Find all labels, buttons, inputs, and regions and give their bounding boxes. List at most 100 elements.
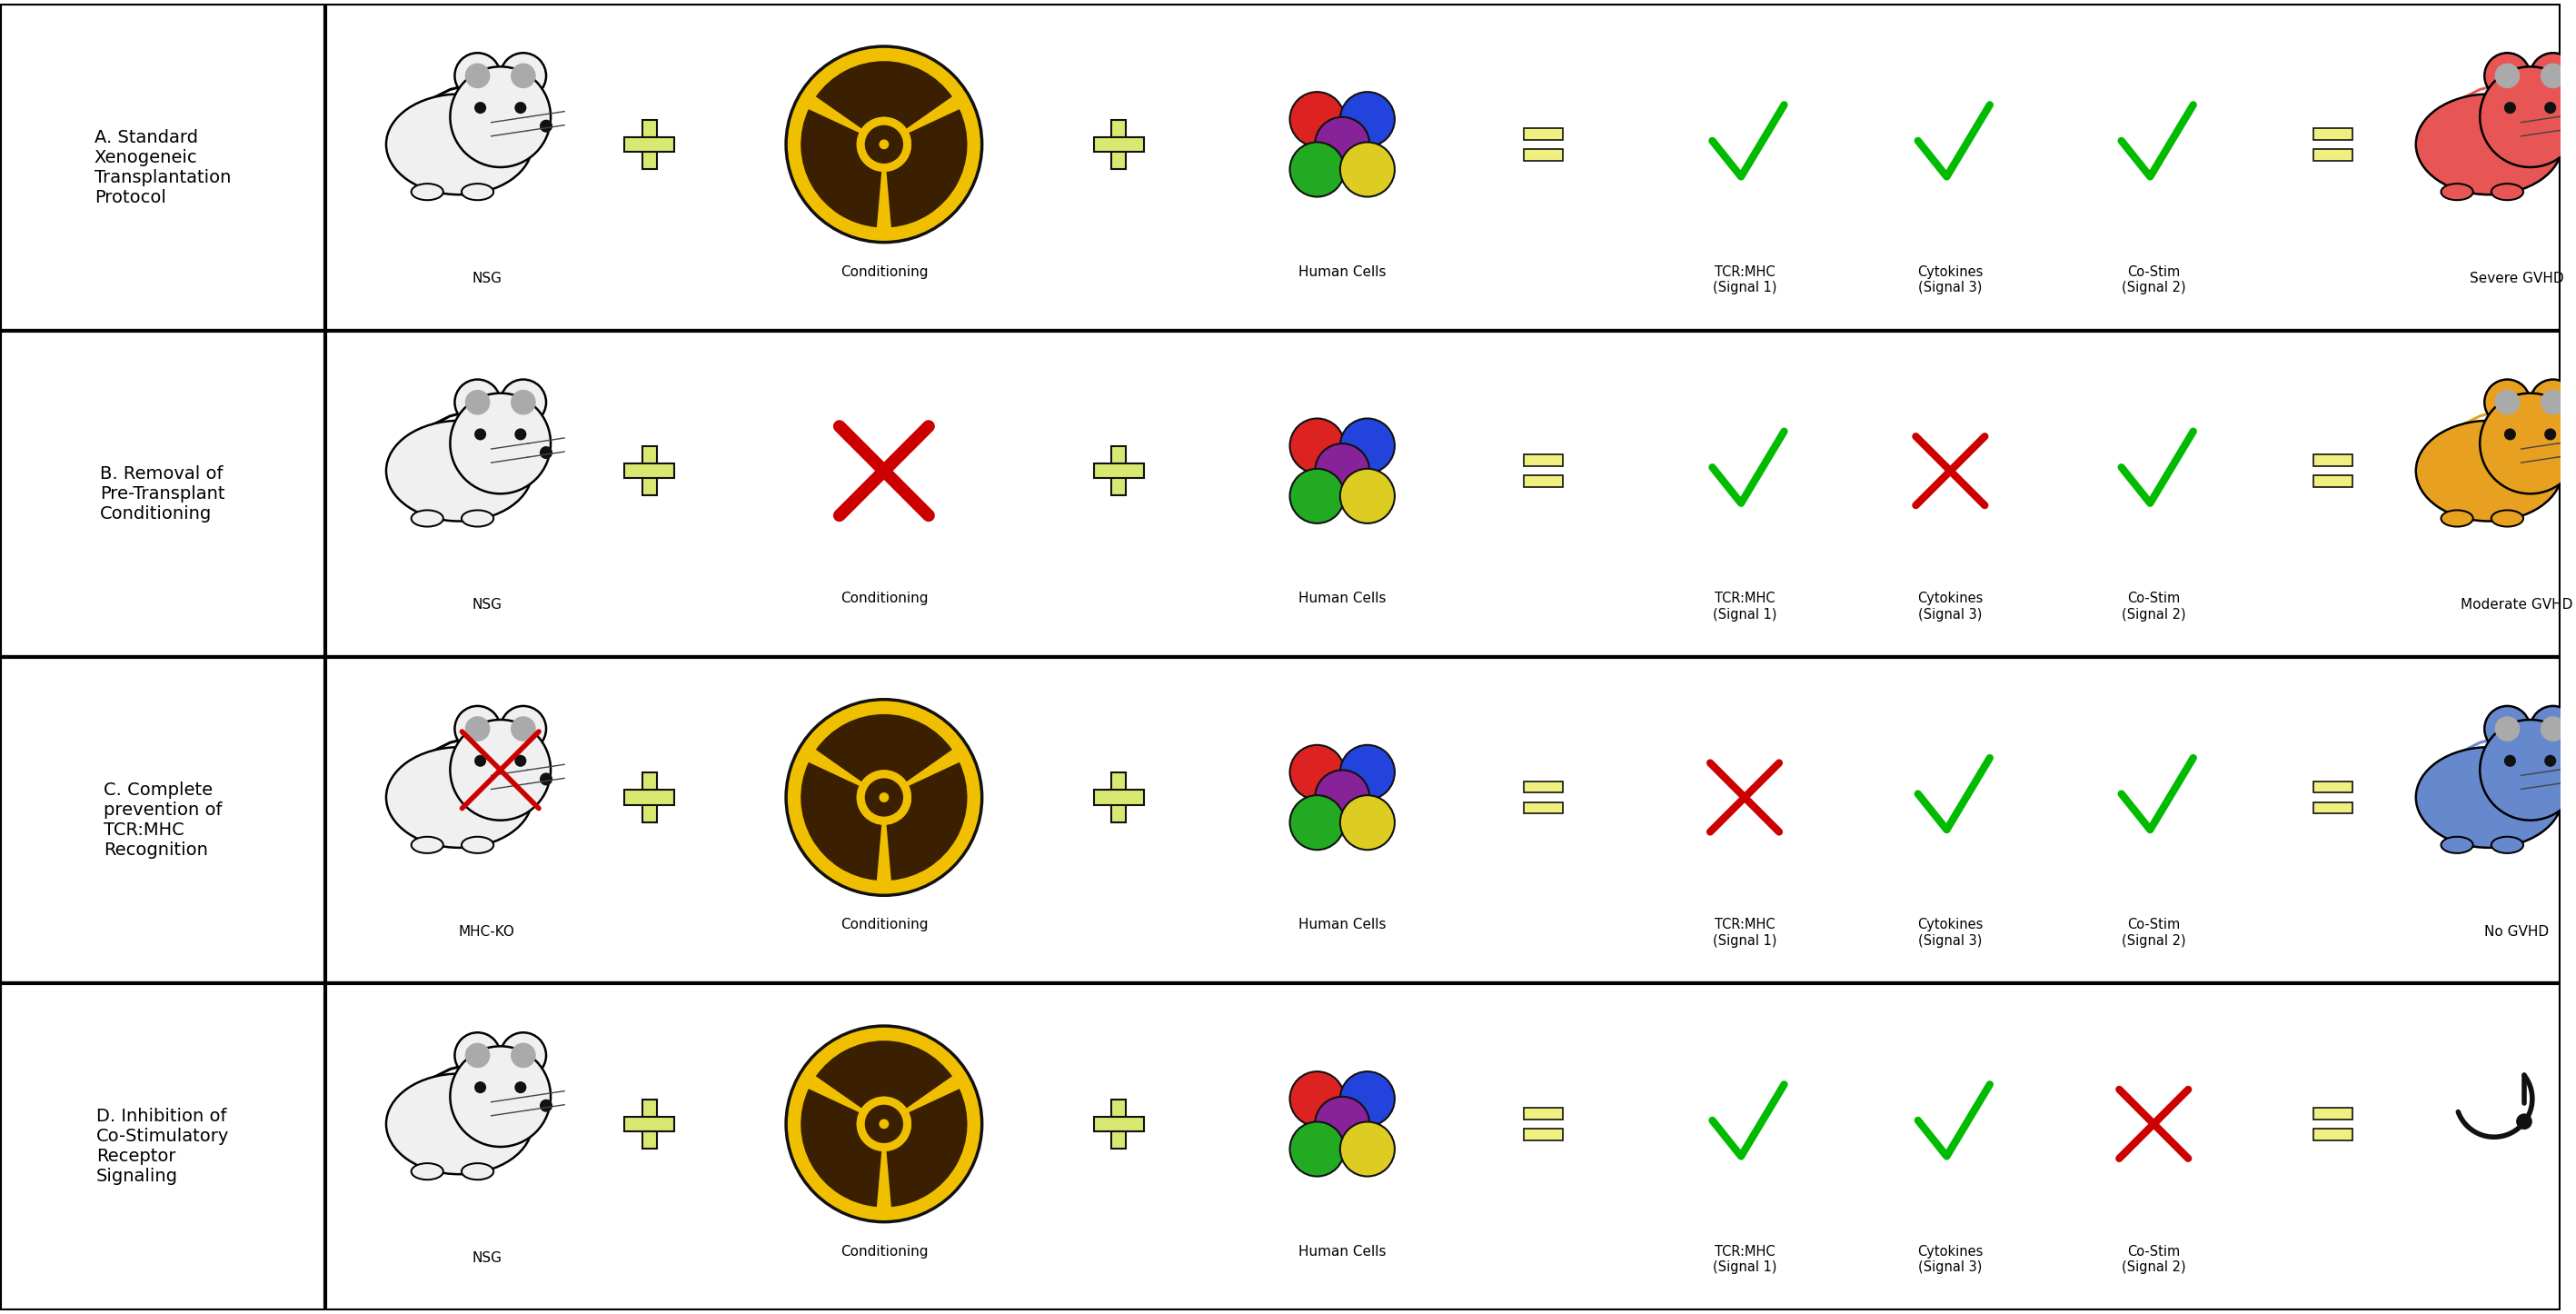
Circle shape — [2483, 706, 2530, 752]
FancyBboxPatch shape — [1095, 790, 1144, 804]
Bar — [0, 330, 325, 657]
FancyBboxPatch shape — [623, 790, 675, 804]
FancyBboxPatch shape — [623, 1117, 675, 1131]
Circle shape — [515, 428, 526, 440]
Circle shape — [2540, 716, 2566, 741]
Wedge shape — [886, 1089, 966, 1206]
Circle shape — [1340, 795, 1394, 850]
Circle shape — [474, 756, 487, 767]
Wedge shape — [801, 1089, 881, 1206]
Text: C. Complete
prevention of
TCR:MHC
Recognition: C. Complete prevention of TCR:MHC Recogn… — [103, 782, 222, 859]
FancyBboxPatch shape — [2313, 1108, 2352, 1120]
Circle shape — [868, 782, 899, 812]
Circle shape — [1340, 142, 1394, 197]
Circle shape — [2494, 63, 2519, 88]
FancyBboxPatch shape — [1525, 148, 1564, 160]
Text: Cytokines
(Signal 3): Cytokines (Signal 3) — [1917, 591, 1984, 622]
Circle shape — [2530, 53, 2576, 99]
Wedge shape — [817, 60, 953, 129]
Circle shape — [1340, 1071, 1394, 1126]
Circle shape — [1314, 1097, 1370, 1151]
FancyBboxPatch shape — [1525, 129, 1564, 139]
FancyBboxPatch shape — [1525, 1129, 1564, 1141]
FancyBboxPatch shape — [1525, 802, 1564, 813]
Circle shape — [786, 1026, 981, 1222]
Ellipse shape — [412, 510, 443, 527]
Circle shape — [541, 773, 551, 786]
Circle shape — [451, 393, 551, 494]
Bar — [0, 4, 2561, 330]
Circle shape — [1291, 142, 1345, 197]
Text: Cytokines
(Signal 3): Cytokines (Signal 3) — [1917, 265, 1984, 294]
Text: Co-Stim
(Signal 2): Co-Stim (Signal 2) — [2123, 265, 2187, 294]
Circle shape — [2481, 393, 2576, 494]
Text: Severe GVHD: Severe GVHD — [2470, 272, 2563, 285]
Circle shape — [2483, 53, 2530, 99]
Ellipse shape — [412, 184, 443, 200]
Bar — [0, 984, 2561, 1310]
Ellipse shape — [461, 184, 495, 200]
Circle shape — [456, 53, 500, 99]
Text: Co-Stim
(Signal 2): Co-Stim (Signal 2) — [2123, 1244, 2187, 1275]
Circle shape — [466, 1043, 489, 1068]
Text: Human Cells: Human Cells — [1298, 265, 1386, 279]
FancyBboxPatch shape — [1110, 120, 1126, 170]
Circle shape — [866, 125, 904, 163]
Circle shape — [2568, 120, 2576, 133]
Circle shape — [510, 1043, 536, 1068]
Ellipse shape — [2416, 95, 2563, 194]
Text: No GVHD: No GVHD — [2483, 925, 2548, 938]
Ellipse shape — [2491, 184, 2524, 200]
Circle shape — [1340, 745, 1394, 799]
FancyBboxPatch shape — [1095, 464, 1144, 478]
Circle shape — [515, 101, 526, 114]
Circle shape — [2483, 380, 2530, 426]
Circle shape — [878, 792, 889, 803]
Circle shape — [456, 380, 500, 426]
Circle shape — [858, 117, 912, 172]
Circle shape — [878, 1120, 889, 1129]
Circle shape — [878, 139, 889, 150]
Circle shape — [1291, 469, 1345, 523]
Text: Co-Stim
(Signal 2): Co-Stim (Signal 2) — [2123, 918, 2187, 947]
FancyBboxPatch shape — [1095, 1117, 1144, 1131]
Circle shape — [2545, 428, 2555, 440]
Circle shape — [1314, 770, 1370, 825]
FancyBboxPatch shape — [641, 1099, 657, 1148]
Text: Conditioning: Conditioning — [840, 918, 927, 932]
Circle shape — [1314, 117, 1370, 172]
FancyBboxPatch shape — [2313, 148, 2352, 160]
Circle shape — [2504, 756, 2517, 767]
Circle shape — [474, 1081, 487, 1093]
Circle shape — [1340, 92, 1394, 146]
Text: TCR:MHC
(Signal 1): TCR:MHC (Signal 1) — [1713, 918, 1777, 947]
Text: NSG: NSG — [471, 1251, 502, 1265]
Circle shape — [1340, 469, 1394, 523]
Circle shape — [500, 53, 546, 99]
Circle shape — [2568, 447, 2576, 459]
Ellipse shape — [2491, 510, 2524, 527]
Circle shape — [456, 706, 500, 752]
FancyBboxPatch shape — [641, 773, 657, 823]
Circle shape — [451, 67, 551, 167]
Bar — [0, 984, 325, 1310]
FancyBboxPatch shape — [2313, 129, 2352, 139]
Circle shape — [541, 1100, 551, 1112]
Wedge shape — [886, 109, 966, 227]
Circle shape — [2540, 390, 2566, 415]
FancyBboxPatch shape — [1110, 1099, 1126, 1148]
Circle shape — [2545, 101, 2555, 114]
Circle shape — [2504, 101, 2517, 114]
Circle shape — [515, 756, 526, 767]
Ellipse shape — [2442, 510, 2473, 527]
Text: Conditioning: Conditioning — [840, 591, 927, 606]
FancyBboxPatch shape — [1525, 782, 1564, 792]
FancyBboxPatch shape — [1525, 1108, 1564, 1120]
Circle shape — [858, 1096, 912, 1151]
Circle shape — [2494, 716, 2519, 741]
Circle shape — [1291, 418, 1345, 473]
Text: Human Cells: Human Cells — [1298, 918, 1386, 932]
Text: TCR:MHC
(Signal 1): TCR:MHC (Signal 1) — [1713, 1244, 1777, 1275]
FancyBboxPatch shape — [1095, 137, 1144, 151]
Text: NSG: NSG — [471, 598, 502, 612]
